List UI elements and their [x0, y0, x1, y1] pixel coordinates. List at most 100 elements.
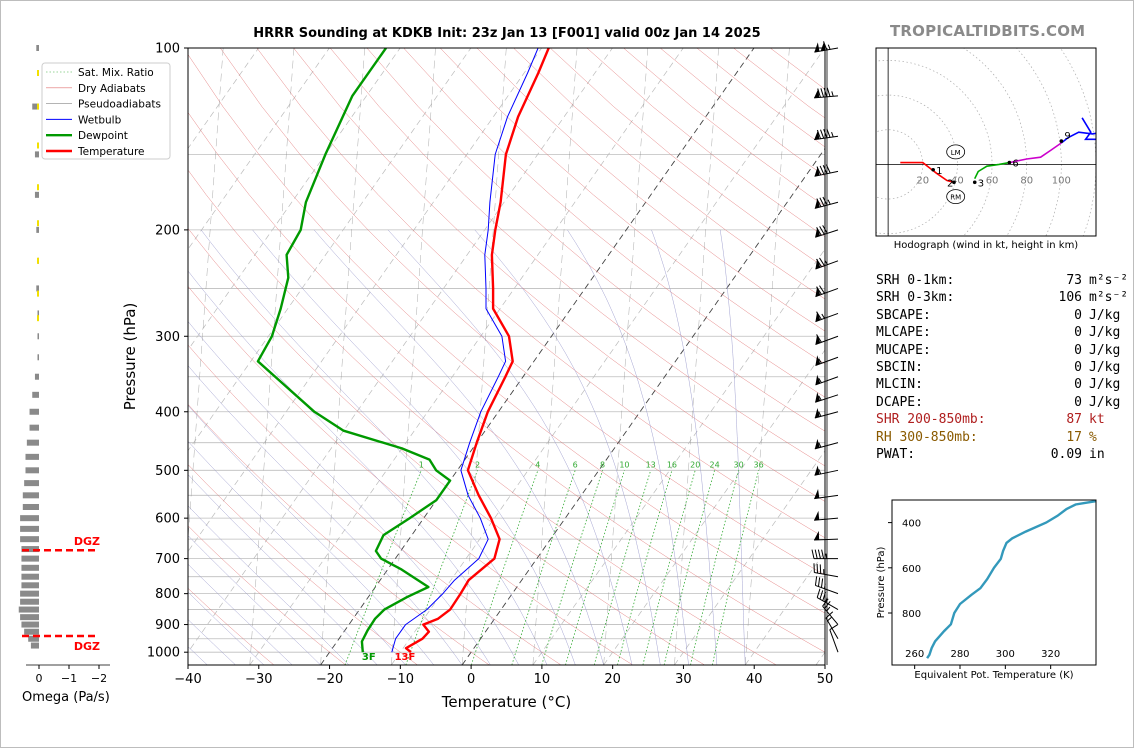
hodograph-height-dot — [931, 167, 935, 172]
wind-barb — [815, 285, 839, 298]
barb-full — [817, 577, 821, 587]
omega-bar — [21, 621, 39, 628]
omega-bar — [25, 453, 39, 460]
barb-full — [814, 576, 818, 586]
hodograph-height-label: 1 — [936, 166, 942, 177]
omega-bar-yellow — [37, 70, 39, 77]
barb-full — [817, 549, 821, 559]
stat-label: RH 300-850mb: — [876, 429, 978, 445]
stat-val: 73 — [1066, 273, 1082, 288]
barb-staff — [814, 135, 839, 141]
omega-bar-yellow — [37, 103, 39, 110]
moist-adiabat — [474, 229, 661, 665]
stat-row: SBCAPE: 0 J/kg — [876, 307, 1128, 324]
barb-full — [823, 87, 828, 97]
barb-staff — [815, 584, 839, 595]
hodograph-height-dot — [972, 180, 977, 185]
omega-bar — [20, 525, 39, 532]
wind-barb — [822, 598, 839, 625]
barb-full — [811, 549, 815, 559]
barb-full — [823, 129, 828, 139]
omega-bar — [21, 582, 39, 589]
omega-bar — [24, 628, 39, 635]
omega-bar — [37, 354, 39, 361]
wind-barb — [814, 87, 839, 99]
barb-full — [817, 88, 821, 98]
barb-flag — [814, 438, 820, 449]
omega-tick-label: −2 — [91, 672, 107, 685]
barb-flag — [814, 130, 820, 140]
theta-e-line — [926, 500, 1096, 659]
isotherm-line — [391, 48, 825, 665]
barb-full — [816, 227, 822, 236]
barb-flag — [814, 530, 820, 540]
x-tick-label: 40 — [746, 672, 763, 687]
isotherm-line — [320, 48, 755, 665]
moist-adiabat — [719, 229, 746, 665]
stat-val: 106 — [1058, 290, 1082, 306]
barb-half — [827, 44, 831, 50]
wind-barb — [811, 549, 838, 560]
theta-y-tick-label: 800 — [902, 609, 921, 620]
barb-full — [825, 164, 831, 174]
mixing-ratio-label: 36 — [754, 460, 764, 469]
stat-label: MLCAPE: — [876, 325, 931, 341]
y-tick-label: 700 — [155, 552, 180, 567]
barb-half — [824, 260, 828, 265]
mixing-ratio-label: 8 — [600, 460, 605, 469]
wind-barb — [815, 392, 839, 403]
theta-x-tick-label: 280 — [950, 649, 969, 660]
omega-bar — [18, 606, 39, 613]
barb-full — [816, 311, 822, 320]
mixing-ratio-line — [344, 470, 422, 665]
stat-row: SBCIN: 0 J/kg — [876, 359, 1128, 376]
omega-bar — [28, 635, 39, 642]
wind-barb — [815, 374, 839, 386]
barb-staff — [815, 394, 839, 403]
storm-motion-label: LM — [951, 149, 961, 157]
barb-half — [831, 131, 834, 138]
barb-flag — [814, 510, 820, 521]
theta-x-axis-label: Equivalent Pot. Temperature (K) — [914, 670, 1073, 681]
legend-label: Sat. Mix. Ratio — [78, 67, 154, 79]
mixing-ratio-line — [663, 470, 715, 665]
wind-barb — [814, 196, 839, 209]
pseudoadiabat-line — [320, 48, 365, 665]
dry-adiabat — [188, 227, 705, 665]
omega-bar — [20, 590, 39, 597]
hodograph-caption: Hodograph (wind in kt, height in km) — [893, 240, 1079, 251]
legend-box — [41, 62, 171, 160]
moist-adiabat — [188, 404, 434, 665]
barb-full — [820, 88, 825, 98]
barb-half — [823, 583, 826, 589]
x-tick-label: −40 — [174, 672, 201, 687]
mixing-ratio-line — [642, 470, 696, 665]
skewt-plot-frame — [187, 47, 826, 666]
omega-bar-yellow — [37, 290, 39, 297]
isotherm-line — [461, 147, 825, 665]
moist-adiabat — [313, 229, 604, 665]
moist-adiabat — [567, 229, 689, 665]
stat-unit: J/kg — [1089, 360, 1121, 376]
barb-staff — [814, 572, 839, 578]
barb-staff — [814, 47, 839, 53]
x-axis-label: Temperature (°C) — [441, 693, 571, 711]
barb-staff — [822, 605, 839, 625]
isotherm-line — [188, 48, 613, 653]
barb-staff — [815, 335, 839, 345]
barb-staff — [816, 597, 839, 610]
y-axis-label: Pressure (hPa) — [121, 303, 139, 411]
stat-row: SHR 200-850mb: 87 kt — [876, 411, 1128, 428]
mixing-ratio-line — [470, 470, 539, 665]
isotherm-line — [674, 450, 825, 665]
hodograph-height-dot — [952, 180, 956, 185]
series-line-temperature — [404, 48, 550, 654]
barb-half — [831, 91, 834, 97]
legend-label: Dewpoint — [78, 130, 128, 142]
stat-unit: kt — [1089, 412, 1105, 428]
barb-staff — [815, 356, 839, 366]
stat-unit: in — [1089, 447, 1105, 463]
hodograph-ring-label: 60 — [986, 175, 999, 186]
storm-motion-marker — [946, 144, 966, 160]
wind-barb — [814, 576, 839, 595]
